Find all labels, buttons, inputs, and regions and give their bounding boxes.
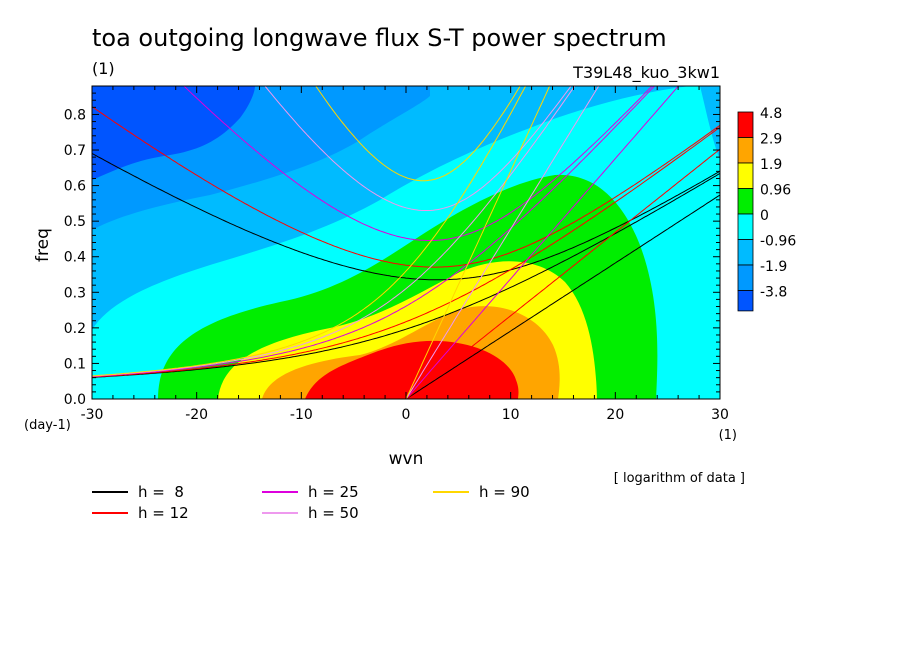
colorbar-label: -3.8 xyxy=(760,285,787,301)
colorbar-swatch xyxy=(737,290,754,312)
colorbar-swatch xyxy=(737,111,754,138)
kelvin-curve xyxy=(405,194,720,399)
shading-peak xyxy=(305,340,519,399)
chart-title: toa outgoing longwave flux S-T power spe… xyxy=(92,24,667,52)
colorbar-label: 2.9 xyxy=(760,132,782,148)
colorbar-swatch xyxy=(737,213,754,240)
mixed-rossby-gravity-curve xyxy=(92,172,720,378)
x-tick-label: -10 xyxy=(290,407,313,423)
x-axis-ticks: -30 -20 -10 0 10 20 30 xyxy=(81,86,729,423)
inertia-gravity-curve xyxy=(92,106,720,268)
experiment-label: T39L48_kuo_3kw1 xyxy=(572,63,720,83)
legend-label: h = 8 xyxy=(138,483,184,501)
kelvin-curve xyxy=(405,86,680,399)
title-units: (1) xyxy=(92,59,115,78)
colorbar-label: -0.96 xyxy=(760,234,796,250)
mixed-rossby-gravity-curve xyxy=(92,86,576,377)
x-tick-label: 10 xyxy=(502,407,520,423)
x-tick-label: 30 xyxy=(711,407,729,423)
y-tick-label: 0.0 xyxy=(64,392,86,408)
log-note: [ logarithm of data ] xyxy=(614,471,745,486)
mixed-rossby-gravity-curve xyxy=(92,126,720,378)
dispersion-curves xyxy=(92,86,720,399)
legend-label: h = 50 xyxy=(308,504,359,522)
inertia-gravity-curve xyxy=(183,86,653,241)
shading-band-6 xyxy=(92,86,255,180)
y-tick-label: 0.6 xyxy=(64,179,86,195)
colorbar-swatch xyxy=(737,264,754,291)
y-tick-label: 0.1 xyxy=(64,356,86,372)
x-axis-units: (1) xyxy=(719,428,737,443)
x-tick-label: 0 xyxy=(402,407,411,423)
legend-label: h = 25 xyxy=(308,483,359,501)
colorbar-label: -1.9 xyxy=(760,259,787,275)
y-tick-label: 0.2 xyxy=(64,321,86,337)
colorbar-swatch xyxy=(737,137,754,164)
x-tick-label: -30 xyxy=(81,407,104,423)
y-tick-label: 0.5 xyxy=(64,214,86,230)
colorbar-label: 4.8 xyxy=(760,106,782,122)
y-tick-label: 0.3 xyxy=(64,285,86,301)
mixed-rossby-gravity-curve xyxy=(92,86,656,377)
colorbar: 4.8 2.9 1.9 0.96 0 -0.96 -1.9 -3.8 xyxy=(737,106,796,312)
y-tick-label: 0.4 xyxy=(64,250,86,266)
kelvin-curve xyxy=(405,86,551,399)
colorbar-swatch xyxy=(737,188,754,215)
kelvin-curve xyxy=(405,86,600,399)
inertia-gravity-curve xyxy=(92,152,720,281)
colorbar-label: 0 xyxy=(760,208,769,224)
legend-label: h = 12 xyxy=(138,504,189,522)
x-tick-label: 20 xyxy=(606,407,624,423)
legend: h = 8 h = 12 h = 25 h = 50 h = 90 xyxy=(92,483,530,522)
colorbar-label: 1.9 xyxy=(760,157,782,173)
colorbar-swatch xyxy=(737,162,754,189)
x-axis-label: wvn xyxy=(389,449,424,469)
y-axis-units: (day-1) xyxy=(24,418,71,433)
x-tick-label: -20 xyxy=(185,407,208,423)
y-tick-label: 0.8 xyxy=(64,107,86,123)
legend-label: h = 90 xyxy=(479,483,530,501)
kelvin-curve xyxy=(405,148,720,399)
y-tick-label: 0.7 xyxy=(64,143,86,159)
colorbar-swatch xyxy=(737,239,754,266)
mixed-rossby-gravity-curve xyxy=(92,86,527,377)
y-axis-ticks: 0.0 0.1 0.2 0.3 0.4 0.5 0.6 0.7 0.8 xyxy=(64,85,720,408)
shading-band-right-edge xyxy=(700,86,720,160)
inertia-gravity-curve xyxy=(264,86,572,211)
colorbar-label: 0.96 xyxy=(760,183,791,199)
inertia-gravity-curve xyxy=(315,86,521,182)
plot-area xyxy=(92,86,720,399)
y-axis-label: freq xyxy=(33,228,53,262)
